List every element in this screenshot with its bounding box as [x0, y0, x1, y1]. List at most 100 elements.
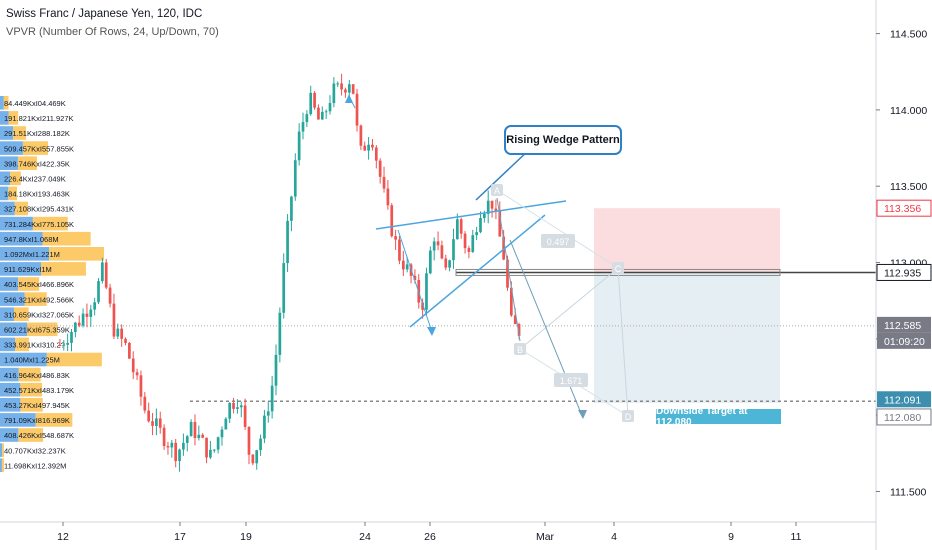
profile-down-bar [40, 262, 86, 276]
drawings[interactable]: A B C D 0.497 1.671 [345, 94, 634, 422]
profile-down-bar [35, 413, 73, 427]
candle-body [89, 309, 93, 317]
price-axis: 114.500114.000113.500113.000112.500112.0… [875, 0, 932, 550]
candle-body [201, 434, 205, 438]
candle-body [301, 122, 305, 132]
candle-body [344, 89, 347, 93]
price-label-box [876, 263, 932, 281]
price-label-text: 112.091 [884, 394, 921, 406]
y-tick-label: 114.000 [890, 105, 927, 117]
candle-body [143, 396, 147, 411]
candle-body [378, 160, 382, 177]
wedge-lower-line [409, 214, 546, 328]
profile-down-bar [8, 186, 17, 201]
profile-label: 453.27KxI497.945K [4, 401, 70, 410]
candle-body [297, 131, 301, 161]
candle-body [286, 220, 289, 264]
profile-up-bar [0, 201, 15, 216]
abcd-point-box [514, 343, 526, 355]
downside-target-label[interactable]: Downside Target at 112.080 [656, 406, 781, 428]
profile-up-bar [0, 413, 36, 427]
profile-up-bar [0, 186, 9, 201]
profile-up-bar [0, 458, 2, 472]
profile-down-bar [27, 322, 58, 337]
candle-body [274, 354, 278, 386]
candle-body [317, 107, 320, 120]
abcd-point-box [612, 262, 624, 274]
candle-body [263, 415, 266, 439]
candle-body [313, 92, 316, 108]
chart-title: Swiss Franc / Japanese Yen, 120, IDC [6, 8, 203, 20]
candle-body [124, 338, 127, 343]
candle-body [425, 273, 428, 310]
profile-up-bar [0, 382, 21, 397]
profile-label: 546.321KxI492.566K [4, 295, 74, 304]
abcd-point-box [622, 410, 634, 422]
wedge-callout[interactable]: Rising Wedge Pattern [504, 125, 622, 155]
candle-body [116, 328, 120, 337]
price-label-text: 113.356 [884, 203, 921, 215]
profile-label: 452.571KxI483.179K [4, 386, 74, 395]
profile-label: 191.821KxI211.927K [4, 114, 74, 123]
candle-body [147, 410, 151, 422]
callout-pointer [475, 148, 531, 201]
candle-body [347, 84, 351, 93]
candle-body [108, 287, 112, 304]
candle-body [212, 449, 216, 451]
cd-leg [617, 267, 629, 417]
profile-down-bar [18, 277, 40, 291]
profile-label: 226.4KxI237.049K [4, 175, 66, 184]
abcd-point-label: C [615, 264, 622, 274]
candle-body [386, 188, 390, 206]
candle-body [270, 385, 274, 412]
price-label-box [877, 316, 931, 333]
candle-body [112, 303, 116, 337]
profile-down-bar [15, 337, 29, 352]
time-axis: 12 17 19 24 26 Mar 4 9 11 [0, 521, 876, 543]
profile-label: 947.8KxI1.068M [4, 235, 59, 244]
profile-down-bar [49, 247, 104, 261]
candle-body [266, 411, 270, 416]
wedge-arrow-line [397, 229, 433, 333]
bc-leg [519, 267, 619, 350]
profile-label: 327.108KxI295.431K [4, 205, 74, 214]
profile-up-bar [0, 398, 21, 412]
candle-body [209, 449, 212, 458]
candle-body [367, 144, 370, 151]
profile-label: 84.449KxI04.469K [4, 99, 66, 108]
candle-body [81, 313, 85, 326]
profile-down-bar [8, 111, 19, 125]
profile-down-bar [46, 352, 102, 367]
profile-down-bar [14, 201, 28, 216]
profile-down-bar [3, 96, 9, 110]
profile-label: 398.746KxI422.35K [4, 159, 70, 168]
abcd-point-box [491, 184, 503, 196]
candle-body [224, 418, 228, 430]
candle-body [336, 83, 340, 85]
profile-label: 403.545KxI466.896K [4, 280, 74, 289]
candle-body [228, 403, 232, 419]
candle-body [255, 450, 259, 464]
candle-body [320, 111, 324, 120]
profile-down-bar [24, 292, 47, 306]
candle-body [178, 449, 181, 462]
candle-body [97, 281, 100, 303]
ac-retrace [496, 189, 619, 269]
candle-body [305, 114, 309, 123]
candle-body [394, 236, 397, 240]
profile-label: 408.426KxI548.687K [4, 431, 74, 440]
candle-body [351, 84, 355, 94]
profile-up-bar [0, 216, 33, 231]
profile-up-bar [0, 262, 41, 276]
abcd-point-label: B [517, 345, 523, 355]
profile-label: 911.629KxI1M [4, 265, 52, 274]
profile-label: 416.964KxI486.83K [4, 371, 70, 380]
candle-body [328, 103, 332, 112]
candle-body [216, 437, 220, 450]
candle-body [120, 328, 124, 339]
candle-body [166, 446, 170, 448]
profile-down-bar [13, 307, 29, 321]
candle-body [444, 258, 448, 268]
profile-up-bar [0, 96, 4, 110]
